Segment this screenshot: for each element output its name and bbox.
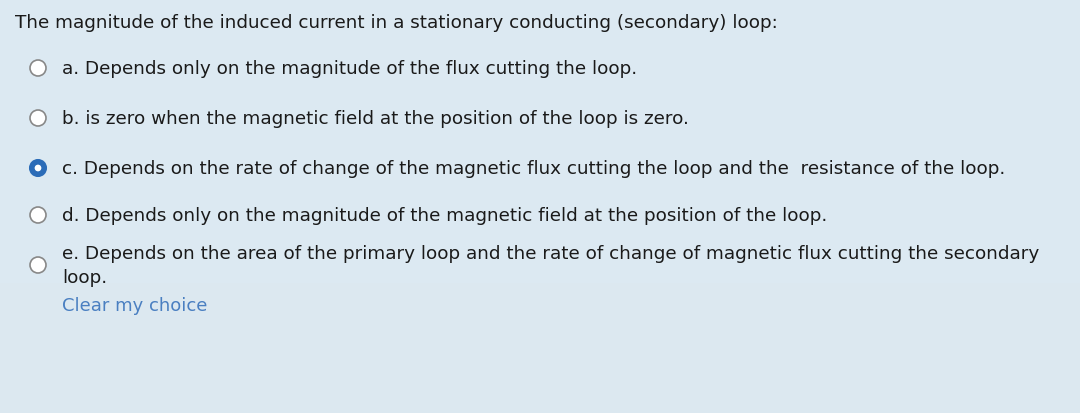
Ellipse shape [30, 111, 46, 127]
Text: a. Depends only on the magnitude of the flux cutting the loop.: a. Depends only on the magnitude of the … [62, 60, 637, 78]
Ellipse shape [30, 257, 46, 273]
Ellipse shape [30, 61, 46, 77]
Ellipse shape [30, 161, 46, 177]
Text: The magnitude of the induced current in a stationary conducting (secondary) loop: The magnitude of the induced current in … [15, 14, 778, 32]
Ellipse shape [35, 165, 41, 172]
Text: b. is zero when the magnetic field at the position of the loop is zero.: b. is zero when the magnetic field at th… [62, 110, 689, 128]
Text: d. Depends only on the magnitude of the magnetic field at the position of the lo: d. Depends only on the magnitude of the … [62, 206, 827, 224]
Text: Clear my choice: Clear my choice [62, 296, 207, 314]
Text: e. Depends on the area of the primary loop and the rate of change of magnetic fl: e. Depends on the area of the primary lo… [62, 244, 1039, 286]
Bar [0, 0, 1080, 283]
Ellipse shape [30, 207, 46, 223]
Text: c. Depends on the rate of change of the magnetic flux cutting the loop and the  : c. Depends on the rate of change of the … [62, 159, 1005, 178]
